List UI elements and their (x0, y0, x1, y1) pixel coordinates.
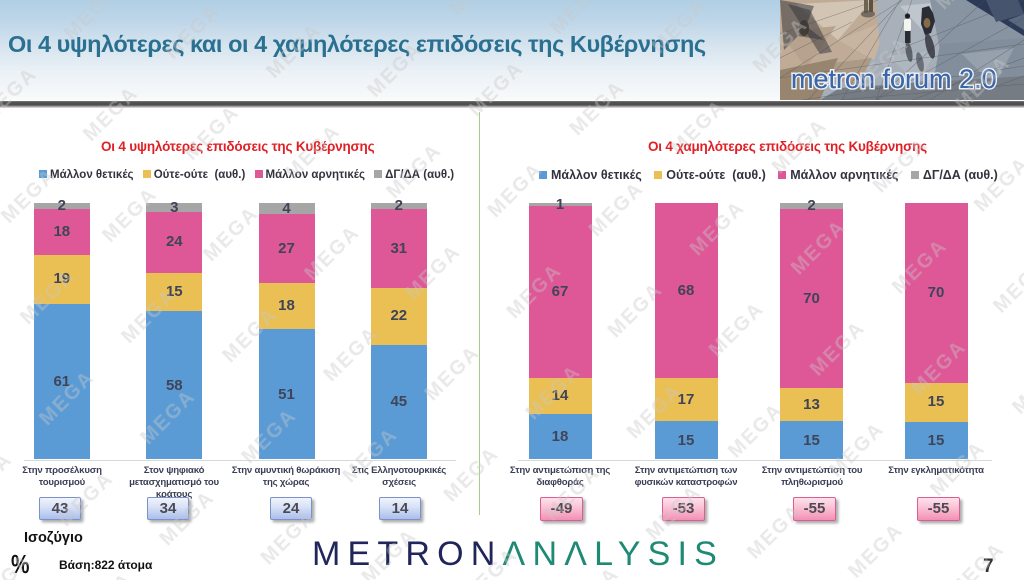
svg-text:metron forum 2.0: metron forum 2.0 (791, 64, 997, 94)
